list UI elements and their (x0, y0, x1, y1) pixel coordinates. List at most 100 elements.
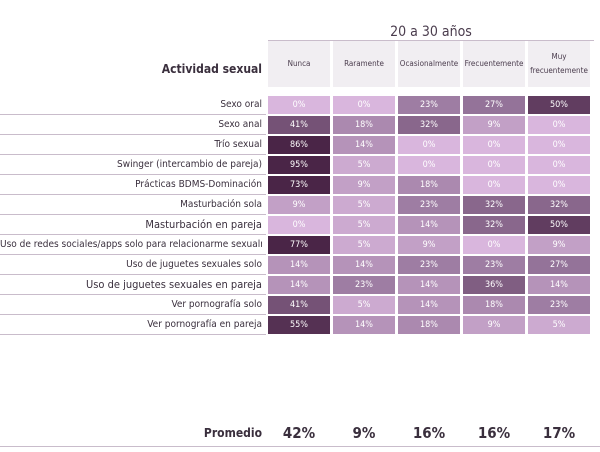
heatmap-cell: 0% (333, 96, 395, 114)
row-divider (0, 274, 266, 275)
average-value: 9% (352, 424, 376, 442)
heatmap-cell: 9% (333, 176, 395, 194)
group-title: 20 a 30 años (390, 24, 472, 40)
heatmap-cell: 0% (398, 136, 460, 154)
row-label: Ver pornografía en pareja (147, 319, 262, 330)
heatmap-cell: 41% (268, 296, 330, 314)
heatmap-cell: 77% (268, 236, 330, 254)
heatmap-cell: 14% (333, 256, 395, 274)
heatmap-cell: 27% (528, 256, 590, 274)
row-label: Sexo oral (220, 99, 262, 110)
column-header: Muy frecuentemente (528, 41, 590, 87)
bottom-rule (0, 446, 600, 447)
heatmap-cell: 55% (268, 316, 330, 334)
row-divider (0, 254, 266, 255)
heatmap-cell: 32% (398, 116, 460, 134)
heatmap-cell: 18% (463, 296, 525, 314)
heatmap-cell: 0% (463, 176, 525, 194)
heatmap-cell: 14% (268, 256, 330, 274)
heatmap-cell: 5% (528, 316, 590, 334)
heatmap-cell: 27% (463, 96, 525, 114)
heatmap-cell: 9% (463, 316, 525, 334)
row-divider (0, 234, 266, 235)
heatmap-cell: 14% (333, 316, 395, 334)
heatmap-cell: 23% (528, 296, 590, 314)
heatmap-cell: 0% (463, 136, 525, 154)
heatmap-cell: 18% (333, 116, 395, 134)
row-header-label: Actividad sexual (161, 62, 262, 76)
row-divider (0, 294, 266, 295)
heatmap-cell: 5% (333, 196, 395, 214)
heatmap-cell: 23% (398, 196, 460, 214)
column-header: Raramente (333, 41, 395, 87)
heatmap-cell: 50% (528, 96, 590, 114)
row-divider (0, 114, 266, 115)
heatmap-cell: 32% (528, 196, 590, 214)
heatmap-cell: 0% (528, 156, 590, 174)
row-label: Prácticas BDMS-Dominación (135, 179, 262, 190)
heatmap-cell: 18% (398, 176, 460, 194)
row-divider (0, 334, 266, 335)
row-label: Ver pornografía solo (171, 299, 262, 310)
heatmap-cell: 41% (268, 116, 330, 134)
average-value: 42% (282, 424, 316, 442)
heatmap-cell: 23% (463, 256, 525, 274)
average-value: 16% (412, 424, 446, 442)
heatmap-cell: 0% (528, 176, 590, 194)
heatmap-cell: 86% (268, 136, 330, 154)
heatmap-cell: 9% (268, 196, 330, 214)
heatmap-cell: 14% (398, 216, 460, 234)
heatmap-cell: 9% (528, 236, 590, 254)
heatmap-cell: 0% (398, 156, 460, 174)
row-divider (0, 174, 266, 175)
heatmap-cell: 0% (528, 136, 590, 154)
heatmap-cell: 95% (268, 156, 330, 174)
heatmap-cell: 73% (268, 176, 330, 194)
row-label: Trío sexual (214, 139, 262, 150)
heatmap-cell: 0% (463, 236, 525, 254)
heatmap-cell: 0% (268, 96, 330, 114)
heatmap-cell: 32% (463, 216, 525, 234)
heatmap-cell: 23% (333, 276, 395, 294)
heatmap-cell: 5% (333, 216, 395, 234)
heatmap-cell: 14% (398, 296, 460, 314)
heatmap-cell: 9% (398, 236, 460, 254)
heatmap-cell: 18% (398, 316, 460, 334)
row-label: Uso de redes sociales/apps solo para rel… (0, 239, 262, 250)
average-label: Promedio (203, 426, 262, 440)
column-header: Frecuentemente (463, 41, 525, 87)
average-value: 16% (477, 424, 511, 442)
heatmap-cell: 14% (333, 136, 395, 154)
row-divider (0, 314, 266, 315)
group-title-underline (268, 40, 594, 41)
row-divider (0, 194, 266, 195)
row-divider (0, 154, 266, 155)
heatmap-cell: 0% (268, 216, 330, 234)
column-header: Nunca (268, 41, 330, 87)
heatmap-cell: 32% (463, 196, 525, 214)
row-divider (0, 134, 266, 135)
row-divider (0, 214, 266, 215)
row-label: Masturbación en pareja (145, 218, 262, 231)
row-label: Uso de juguetes sexuales en pareja (85, 278, 262, 291)
heatmap-cell: 23% (398, 256, 460, 274)
row-label: Sexo anal (218, 119, 262, 130)
row-label: Masturbación sola (180, 199, 262, 210)
row-label: Uso de juguetes sexuales solo (126, 259, 262, 270)
average-value: 17% (542, 424, 576, 442)
heatmap-cell: 0% (463, 156, 525, 174)
heatmap-cell: 0% (528, 116, 590, 134)
heatmap-cell: 14% (268, 276, 330, 294)
column-header: Ocasionalmente (398, 41, 460, 87)
heatmap-cell: 5% (333, 236, 395, 254)
heatmap-cell: 14% (398, 276, 460, 294)
heatmap-cell: 5% (333, 156, 395, 174)
heatmap-cell: 5% (333, 296, 395, 314)
heatmap-cell: 9% (463, 116, 525, 134)
row-label: Swinger (intercambio de pareja) (117, 159, 262, 170)
heatmap-cell: 23% (398, 96, 460, 114)
heatmap-cell: 36% (463, 276, 525, 294)
heatmap-cell: 14% (528, 276, 590, 294)
heatmap-cell: 50% (528, 216, 590, 234)
